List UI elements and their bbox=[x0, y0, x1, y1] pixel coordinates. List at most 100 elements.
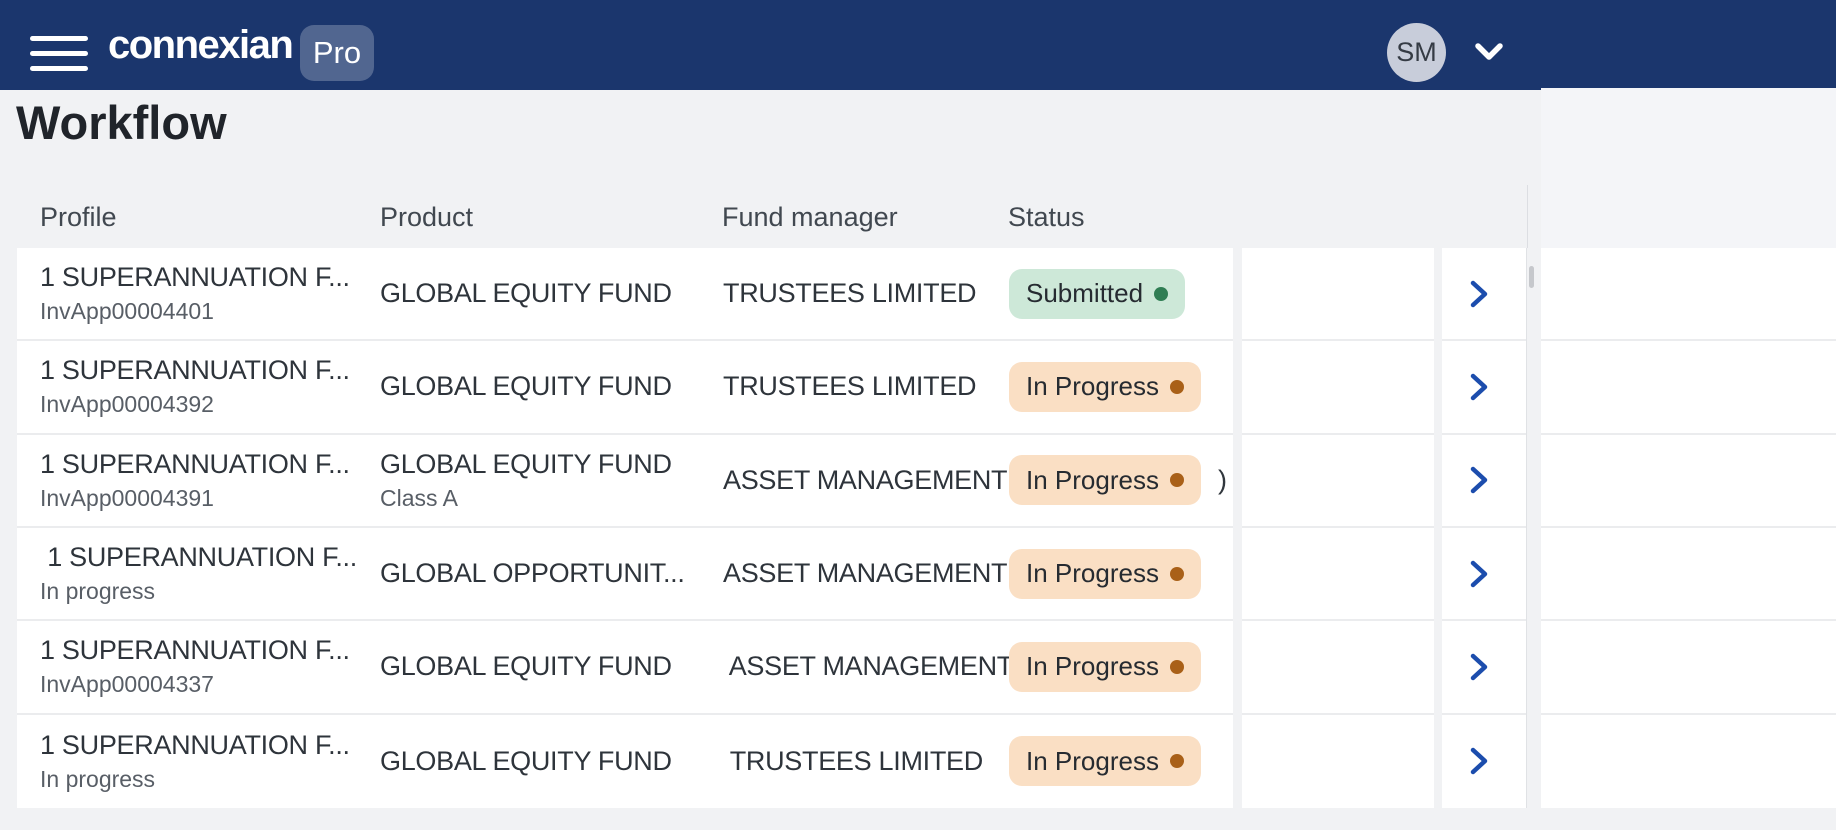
profile-name: 1 SUPERANNUATION F... bbox=[40, 542, 357, 573]
column-header-product: Product bbox=[380, 202, 474, 232]
open-row-button[interactable] bbox=[1437, 715, 1521, 808]
product-cell: GLOBAL EQUITY FUND Class A bbox=[380, 435, 710, 526]
table-row[interactable]: 1 SUPERANNUATION F... InvApp00004392 GLOBA… bbox=[17, 341, 1526, 435]
menu-bar bbox=[30, 51, 88, 56]
status-cell: In Progress bbox=[1009, 715, 1449, 808]
status-badge: In Progress bbox=[1009, 641, 1201, 692]
status-badge: In Progress bbox=[1009, 736, 1201, 787]
table-right-divider bbox=[1527, 185, 1528, 248]
profile-name: 1 SUPERANNUATION F... bbox=[40, 729, 350, 760]
status-dot-icon bbox=[1169, 659, 1184, 674]
fund-manager-cell: ASSET MANAGEMENT bbox=[723, 621, 1014, 712]
right-panel-row bbox=[1541, 715, 1836, 808]
open-row-button[interactable] bbox=[1437, 435, 1521, 526]
chevron-down-icon[interactable] bbox=[1472, 39, 1506, 65]
status-cell: In Progress) bbox=[1009, 435, 1449, 526]
page-title: Workflow bbox=[16, 96, 227, 149]
product-name: GLOBAL EQUITY FUND bbox=[380, 448, 672, 479]
open-row-button[interactable] bbox=[1437, 248, 1521, 339]
chevron-right-icon bbox=[1470, 467, 1488, 494]
workflow-table: 1 SUPERANNUATION F... InvApp00004401 GLOBA… bbox=[17, 248, 1527, 808]
menu-bar bbox=[30, 66, 88, 71]
column-gutter bbox=[1434, 248, 1442, 808]
profile-name: 1 SUPERANNUATION F... bbox=[40, 448, 350, 479]
profile-cell: 1 SUPERANNUATION F... InvApp00004401 bbox=[40, 248, 370, 339]
status-dot-icon bbox=[1169, 754, 1184, 769]
profile-cell: 1 SUPERANNUATION F... InvApp00004391 bbox=[40, 435, 370, 526]
column-gutter bbox=[1233, 248, 1242, 808]
product-cell: GLOBAL EQUITY FUND bbox=[380, 248, 710, 339]
profile-subtext: InvApp00004401 bbox=[40, 298, 214, 325]
profile-cell: 1 SUPERANNUATION F... In progress bbox=[40, 528, 370, 619]
status-cell: Submitted bbox=[1009, 248, 1449, 339]
column-header-profile: Profile bbox=[40, 202, 117, 232]
open-row-button[interactable] bbox=[1437, 341, 1521, 432]
fund-manager-cell: ASSET MANAGEMENT bbox=[723, 528, 1013, 619]
status-dot-icon bbox=[1169, 379, 1184, 394]
right-panel-row bbox=[1541, 528, 1836, 622]
table-row[interactable]: 1 SUPERANNUATION F... InvApp00004391 GLOBA… bbox=[17, 435, 1526, 528]
product-name: GLOBAL EQUITY FUND bbox=[380, 745, 672, 776]
product-name: GLOBAL OPPORTUNIT... bbox=[380, 558, 685, 589]
product-cell: GLOBAL OPPORTUNIT... bbox=[380, 528, 710, 619]
status-cell: In Progress bbox=[1009, 341, 1449, 432]
pro-badge: Pro bbox=[300, 25, 374, 81]
status-dot-icon bbox=[1169, 566, 1184, 581]
product-name: GLOBAL EQUITY FUND bbox=[380, 651, 672, 682]
profile-subtext: InvApp00004392 bbox=[40, 391, 214, 418]
chevron-right-icon bbox=[1470, 653, 1488, 681]
profile-name: 1 SUPERANNUATION F... bbox=[40, 635, 350, 666]
fund-manager-name: TRUSTEES LIMITED bbox=[723, 745, 984, 776]
fund-manager-name: TRUSTEES LIMITED bbox=[723, 278, 977, 309]
right-panel-row bbox=[1541, 621, 1836, 715]
product-name: GLOBAL EQUITY FUND bbox=[380, 371, 672, 402]
menu-bar bbox=[30, 36, 88, 41]
fund-manager-name: ASSET MANAGEMENT bbox=[723, 651, 1014, 682]
status-cell: In Progress bbox=[1009, 621, 1449, 712]
product-class: Class A bbox=[380, 484, 458, 511]
app-header: connexian Pro SM bbox=[0, 0, 1836, 90]
right-panel-row bbox=[1541, 341, 1836, 435]
column-header-status: Status bbox=[1008, 202, 1085, 232]
fund-manager-cell: TRUSTEES LIMITED bbox=[723, 341, 1013, 432]
table-row[interactable]: 1 SUPERANNUATION F... In progress GLOBAL E… bbox=[17, 715, 1526, 808]
profile-cell: 1 SUPERANNUATION F... In progress bbox=[40, 715, 370, 808]
status-dot-icon bbox=[1154, 286, 1169, 301]
fund-manager-name: ASSET MANAGEMENT bbox=[723, 464, 1008, 495]
profile-subtext: InvApp00004337 bbox=[40, 671, 214, 698]
profile-name: 1 SUPERANNUATION F... bbox=[40, 262, 350, 293]
right-panel-row bbox=[1541, 248, 1836, 342]
status-badge: In Progress bbox=[1009, 548, 1201, 599]
scrollbar-thumb[interactable] bbox=[1529, 266, 1534, 288]
table-row[interactable]: 1 SUPERANNUATION F... InvApp00004401 GLOBA… bbox=[17, 248, 1526, 342]
brand-logo[interactable]: connexian bbox=[108, 22, 294, 67]
fund-manager-name: ASSET MANAGEMENT bbox=[723, 558, 1008, 589]
product-name: GLOBAL EQUITY FUND bbox=[380, 278, 672, 309]
profile-subtext: In progress bbox=[40, 578, 156, 605]
profile-subtext: InvApp00004391 bbox=[40, 484, 214, 511]
product-cell: GLOBAL EQUITY FUND bbox=[380, 341, 710, 432]
status-badge: Submitted bbox=[1009, 268, 1186, 319]
product-cell: GLOBAL EQUITY FUND bbox=[380, 715, 710, 808]
status-cell: In Progress bbox=[1009, 528, 1449, 619]
product-cell: GLOBAL EQUITY FUND bbox=[380, 621, 710, 712]
chevron-right-icon bbox=[1470, 280, 1488, 307]
profile-name: 1 SUPERANNUATION F... bbox=[40, 355, 350, 386]
menu-icon[interactable] bbox=[30, 36, 88, 71]
right-overflow-panel bbox=[1541, 248, 1836, 808]
fund-manager-cell: TRUSTEES LIMITED bbox=[723, 248, 1013, 339]
status-suffix: ) bbox=[1217, 464, 1227, 495]
table-row[interactable]: 1 SUPERANNUATION F... In progress GLOBAL O… bbox=[17, 528, 1526, 622]
chevron-right-icon bbox=[1470, 748, 1488, 775]
fund-manager-cell: TRUSTEES LIMITED bbox=[723, 715, 1013, 808]
column-header-fund-manager: Fund manager bbox=[722, 202, 898, 232]
table-row[interactable]: 1 SUPERANNUATION F... InvApp00004337 GLOBA… bbox=[17, 621, 1526, 715]
open-row-button[interactable] bbox=[1437, 528, 1521, 619]
chevron-right-icon bbox=[1470, 560, 1488, 587]
profile-cell: 1 SUPERANNUATION F... InvApp00004337 bbox=[40, 621, 370, 712]
status-badge: In Progress bbox=[1009, 361, 1201, 412]
status-dot-icon bbox=[1169, 473, 1184, 488]
profile-subtext: In progress bbox=[40, 765, 156, 792]
avatar[interactable]: SM bbox=[1387, 23, 1446, 82]
open-row-button[interactable] bbox=[1437, 621, 1521, 712]
